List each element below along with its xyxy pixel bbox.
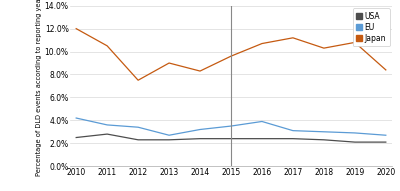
EU bbox=[136, 126, 140, 128]
EU bbox=[260, 120, 264, 123]
USA bbox=[167, 139, 172, 141]
Line: EU: EU bbox=[76, 118, 386, 135]
Japan bbox=[167, 62, 172, 64]
EU bbox=[198, 128, 202, 131]
USA bbox=[260, 138, 264, 140]
Japan bbox=[105, 45, 110, 47]
USA bbox=[198, 138, 202, 140]
Japan bbox=[198, 70, 202, 72]
EU bbox=[352, 132, 357, 134]
Japan bbox=[229, 55, 234, 57]
EU bbox=[229, 125, 234, 127]
Japan bbox=[384, 69, 388, 71]
EU bbox=[384, 134, 388, 136]
EU bbox=[105, 124, 110, 126]
EU bbox=[322, 131, 326, 133]
Legend: USA, EU, Japan: USA, EU, Japan bbox=[353, 8, 390, 46]
USA bbox=[352, 141, 357, 143]
Japan bbox=[136, 79, 140, 81]
USA bbox=[136, 139, 140, 141]
Y-axis label: Percentage of DLD events according to reporting year: Percentage of DLD events according to re… bbox=[36, 0, 42, 176]
Japan bbox=[74, 28, 78, 30]
USA bbox=[105, 133, 110, 135]
EU bbox=[167, 134, 172, 136]
Line: USA: USA bbox=[76, 134, 386, 142]
Line: Japan: Japan bbox=[76, 29, 386, 80]
USA bbox=[384, 141, 388, 143]
Japan bbox=[290, 37, 295, 39]
EU bbox=[74, 117, 78, 119]
USA bbox=[322, 139, 326, 141]
USA bbox=[290, 138, 295, 140]
Japan bbox=[352, 41, 357, 44]
Japan bbox=[322, 47, 326, 49]
EU bbox=[290, 129, 295, 132]
USA bbox=[229, 138, 234, 140]
USA bbox=[74, 136, 78, 139]
Japan bbox=[260, 42, 264, 45]
